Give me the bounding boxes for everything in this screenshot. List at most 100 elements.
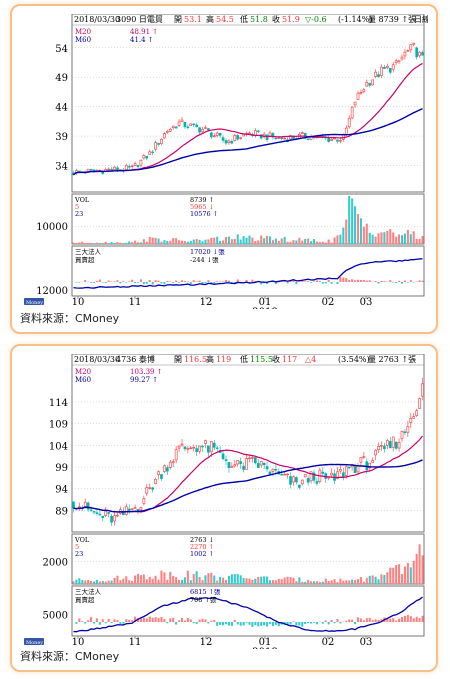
volume-bar bbox=[298, 237, 301, 244]
candle bbox=[421, 377, 424, 401]
candle bbox=[124, 503, 128, 516]
change-value: △4 bbox=[305, 355, 316, 364]
institution-legend-name: 買賣超 bbox=[75, 595, 95, 604]
volume-bar bbox=[412, 560, 415, 584]
candle bbox=[154, 140, 157, 152]
candle bbox=[218, 132, 222, 138]
candle-body bbox=[230, 140, 234, 144]
candle-body bbox=[104, 511, 108, 517]
candle bbox=[198, 445, 201, 454]
buysell-bar bbox=[151, 617, 154, 622]
candle-body bbox=[421, 52, 424, 56]
candle-body bbox=[344, 127, 348, 135]
volume-bar bbox=[236, 574, 239, 584]
volume-bar bbox=[128, 241, 131, 244]
candle-body bbox=[300, 132, 304, 135]
candle-body bbox=[221, 453, 225, 459]
volume-bar bbox=[230, 574, 233, 584]
candles bbox=[72, 377, 424, 527]
buysell-bar bbox=[310, 282, 313, 283]
candle bbox=[403, 428, 407, 436]
buysell-bar bbox=[354, 622, 357, 625]
buysell-bar bbox=[169, 618, 172, 622]
candle-body bbox=[277, 137, 281, 139]
buysell-bar bbox=[75, 622, 78, 624]
candle bbox=[210, 441, 213, 457]
volume-bar bbox=[403, 233, 406, 244]
candle-body bbox=[286, 473, 289, 476]
scroll-button-label: Money bbox=[26, 300, 43, 306]
month-axis: 10 11 12 01 02 03 2018 bbox=[72, 636, 372, 649]
candle bbox=[383, 442, 386, 453]
buysell-bar bbox=[131, 620, 134, 622]
buysell-bar bbox=[142, 282, 145, 285]
candle bbox=[186, 124, 190, 130]
buysell-bar bbox=[219, 622, 222, 625]
candle-body bbox=[409, 44, 413, 51]
buysell-bar bbox=[95, 618, 98, 622]
volume-bar bbox=[239, 575, 242, 584]
candle-body bbox=[295, 477, 298, 483]
candle bbox=[78, 502, 81, 511]
volume-bar bbox=[333, 237, 336, 244]
candle bbox=[280, 136, 284, 141]
buysell-bar bbox=[134, 616, 137, 622]
candle-body bbox=[166, 130, 169, 133]
month-tick-label: 11 bbox=[129, 637, 142, 648]
volume-bar bbox=[318, 242, 321, 244]
candle-body bbox=[186, 448, 190, 450]
buysell-bar bbox=[139, 618, 142, 622]
volume-bar bbox=[283, 236, 286, 244]
candle bbox=[189, 445, 193, 450]
candle bbox=[406, 421, 410, 437]
volume-bar bbox=[175, 238, 178, 244]
candle bbox=[221, 449, 225, 461]
volume-bar bbox=[356, 214, 360, 244]
candle bbox=[356, 90, 360, 100]
candle bbox=[227, 462, 231, 473]
buysell-bar bbox=[324, 620, 327, 622]
candle bbox=[388, 437, 392, 449]
volume-bar bbox=[242, 236, 245, 244]
candle-body bbox=[242, 134, 245, 137]
candle bbox=[339, 464, 342, 474]
candle bbox=[339, 137, 342, 144]
candle bbox=[415, 408, 418, 418]
candle-body bbox=[122, 510, 125, 516]
candle-body bbox=[321, 471, 325, 474]
candle bbox=[403, 49, 407, 60]
buysell-bar bbox=[327, 279, 330, 282]
candle-body bbox=[212, 442, 216, 448]
candle bbox=[239, 457, 242, 469]
volume-bar bbox=[310, 581, 313, 584]
volume-bar bbox=[398, 234, 401, 244]
candle-body bbox=[403, 431, 407, 434]
candle-body bbox=[72, 501, 75, 509]
volume-bar bbox=[224, 579, 228, 584]
volume-bar bbox=[359, 577, 362, 584]
candle bbox=[101, 169, 105, 175]
candle-body bbox=[127, 508, 131, 512]
candle bbox=[374, 449, 377, 461]
volume-bar bbox=[116, 242, 119, 244]
candle bbox=[163, 464, 166, 474]
candle bbox=[265, 133, 269, 142]
volume-bar bbox=[186, 241, 189, 244]
volume-bar bbox=[400, 235, 404, 244]
candle-body bbox=[160, 138, 163, 145]
buysell-bar bbox=[304, 622, 307, 624]
candle-body bbox=[151, 151, 154, 154]
candle-body bbox=[336, 139, 339, 142]
buysell-bar bbox=[321, 622, 324, 624]
candle bbox=[371, 457, 374, 463]
month-tick-label: 01 bbox=[259, 297, 272, 308]
candle-body bbox=[256, 463, 260, 468]
volume-bar bbox=[415, 553, 418, 584]
candle bbox=[236, 459, 240, 467]
candle-body bbox=[330, 472, 333, 476]
volume-bar bbox=[216, 580, 219, 584]
volume-bar bbox=[219, 576, 222, 584]
buysell-bar bbox=[189, 282, 192, 284]
volume-bar bbox=[362, 581, 365, 584]
volume-bar bbox=[342, 580, 345, 584]
